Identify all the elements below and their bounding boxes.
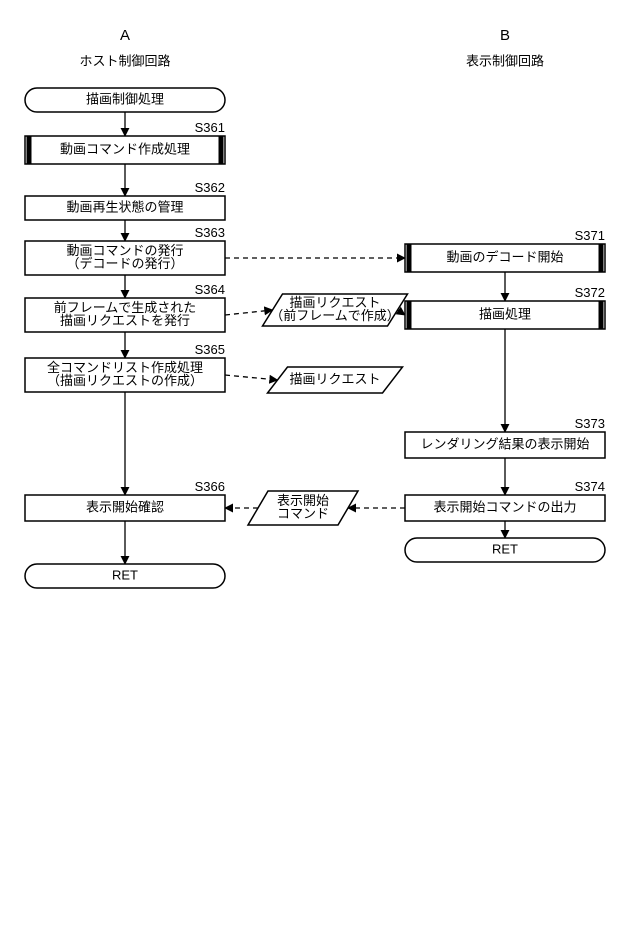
node-s371: 動画のデコード開始 S371: [405, 228, 605, 272]
node-label: 描画処理: [479, 306, 531, 321]
node-retA: RET: [25, 564, 225, 588]
node-label: 描画リクエストを発行: [60, 313, 190, 328]
node-label: （前フレームで作成）: [270, 308, 400, 323]
node-label: 動画コマンド作成処理: [60, 141, 190, 156]
node-label: 描画制御処理: [86, 91, 164, 106]
node-label: RET: [492, 541, 518, 556]
node-label: 動画再生状態の管理: [66, 199, 183, 214]
step-label: S373: [575, 416, 605, 431]
node-label: 表示開始コマンドの出力: [433, 499, 576, 514]
step-label: S366: [195, 479, 225, 494]
node-d2: 描画リクエスト: [268, 367, 403, 393]
step-label: S372: [575, 285, 605, 300]
node-d3: 表示開始コマンド: [248, 491, 358, 525]
step-label: S374: [575, 479, 605, 494]
column-subheader: 表示制御回路: [466, 53, 544, 68]
flow-arrow: [225, 310, 273, 315]
column-subheader: ホスト制御回路: [79, 53, 170, 68]
node-label: 動画のデコード開始: [446, 249, 563, 264]
step-label: S364: [195, 282, 225, 297]
flowchart-canvas: A ホスト制御回路 B 表示制御回路描画制御処理動画コマンド作成処理 S361 動画再生状…: [0, 0, 640, 931]
step-label: S365: [195, 342, 225, 357]
step-label: S363: [195, 225, 225, 240]
node-label: 描画リクエスト: [289, 371, 380, 386]
node-label: RET: [112, 567, 138, 582]
node-d1: 描画リクエスト（前フレームで作成）: [263, 294, 408, 326]
node-label: コマンド: [277, 506, 329, 521]
column-header: A: [120, 27, 130, 44]
step-label: S371: [575, 228, 605, 243]
step-label: S362: [195, 180, 225, 195]
node-label: レンダリング結果の表示開始: [420, 436, 589, 451]
node-start: 描画制御処理: [25, 88, 225, 112]
node-retB: RET: [405, 538, 605, 562]
column-header: B: [500, 27, 510, 44]
node-label: 表示開始確認: [86, 499, 164, 514]
flow-arrow: [225, 375, 278, 380]
node-label: （デコードの発行）: [66, 256, 183, 271]
node-label: （描画リクエストの作成）: [47, 373, 203, 388]
step-label: S361: [195, 120, 225, 135]
